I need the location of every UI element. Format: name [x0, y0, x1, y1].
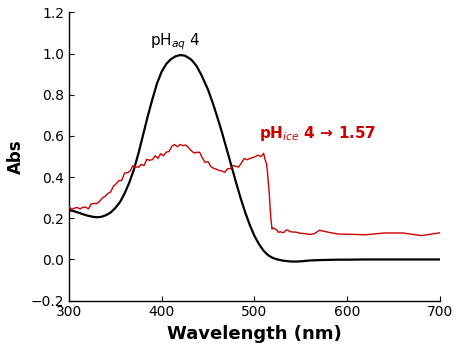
X-axis label: Wavelength (nm): Wavelength (nm)	[167, 325, 341, 343]
Text: pH$_{aq}$ 4: pH$_{aq}$ 4	[150, 31, 201, 51]
Text: pH$_{ice}$ 4 → 1.57: pH$_{ice}$ 4 → 1.57	[258, 124, 375, 143]
Y-axis label: Abs: Abs	[7, 139, 25, 174]
